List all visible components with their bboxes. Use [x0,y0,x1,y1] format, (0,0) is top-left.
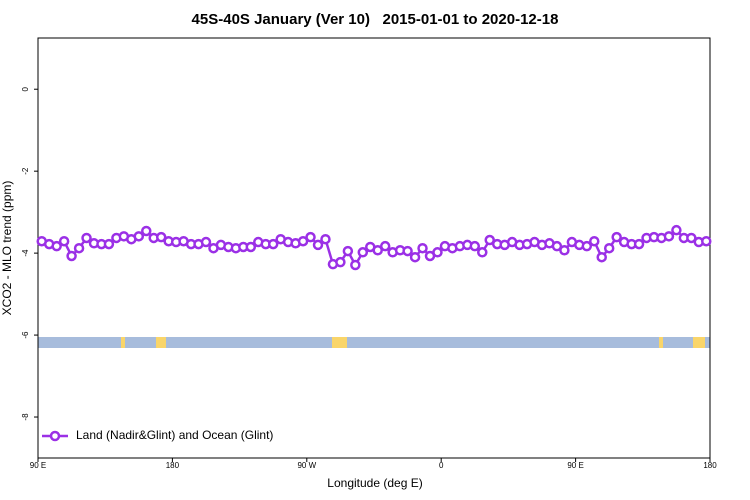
point [589,235,600,247]
surface-strip [38,337,710,348]
point [357,247,369,258]
land-patch [693,337,705,348]
point [73,242,85,254]
x-tick-label: 90 E [30,461,46,470]
land-patch [156,337,166,348]
point [103,238,115,250]
point [603,242,615,254]
point [58,235,70,247]
point [551,240,563,252]
point [200,236,212,248]
point [484,234,495,246]
point [432,247,443,258]
point [417,242,428,254]
point [559,245,570,256]
x-tick-label: 0 [439,461,444,470]
point [581,240,593,252]
point [379,240,391,252]
x-tick-label: 90 W [297,461,316,470]
point [372,245,383,256]
point [596,251,607,263]
point [663,231,675,242]
point [477,247,488,258]
point [671,224,682,236]
point [701,235,712,247]
x-tick-label: 90 E [567,461,583,470]
point [402,245,413,257]
point [342,245,354,257]
point [81,232,92,244]
land-patch [332,337,347,348]
chart-title: 45S-40S January (Ver 10) 2015-01-01 to 2… [192,11,559,28]
land-patch [659,337,663,348]
point [611,231,622,243]
point [267,238,279,250]
point [312,239,324,251]
y-tick-label: 0 [21,86,30,91]
point [320,233,331,245]
point [335,256,346,268]
point [66,250,77,262]
y-tick-label: -2 [21,167,30,175]
x-axis-label: Longitude (deg E) [327,476,422,490]
y-tick-label: -8 [21,413,30,421]
point [245,241,257,253]
legend-marker [49,430,61,442]
point [155,231,167,243]
point [686,232,697,244]
point [297,235,309,247]
land-patch [121,337,125,348]
point [633,238,645,250]
point [305,231,316,243]
point [350,259,361,271]
point [51,240,62,252]
point [133,231,145,242]
plot-frame [37,37,711,459]
point [469,240,481,252]
x-tick-label: 180 [166,461,180,470]
point [409,251,421,263]
y-tick-label: -6 [21,331,30,339]
legend-label: Land (Nadir&Glint) and Ocean (Glint) [76,428,273,442]
point [141,225,152,237]
x-tick-label: 180 [703,461,717,470]
ocean-strip [38,337,710,348]
y-axis-label: XCO2 - MLO trend (ppm) [0,181,14,316]
y-tick-label: -4 [21,249,30,257]
